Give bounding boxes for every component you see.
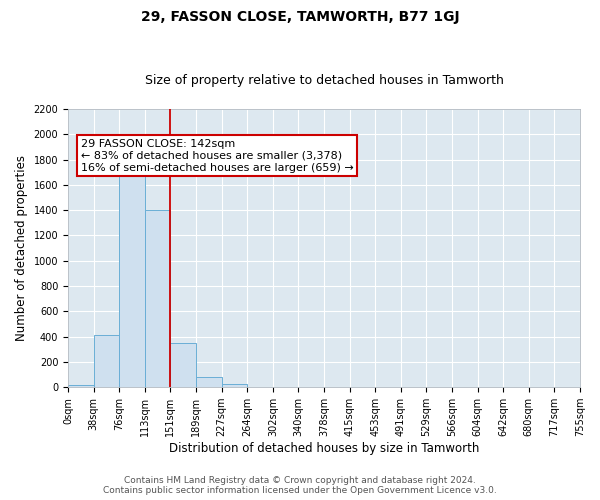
Title: Size of property relative to detached houses in Tamworth: Size of property relative to detached ho… <box>145 74 503 87</box>
Bar <box>221 384 247 387</box>
X-axis label: Distribution of detached houses by size in Tamworth: Distribution of detached houses by size … <box>169 442 479 455</box>
Bar <box>170 343 196 387</box>
Bar <box>119 158 145 387</box>
Y-axis label: Number of detached properties: Number of detached properties <box>15 155 28 341</box>
Text: 29 FASSON CLOSE: 142sqm
← 83% of detached houses are smaller (3,378)
16% of semi: 29 FASSON CLOSE: 142sqm ← 83% of detache… <box>81 140 353 172</box>
Text: Contains HM Land Registry data © Crown copyright and database right 2024.
Contai: Contains HM Land Registry data © Crown c… <box>103 476 497 495</box>
Text: 29, FASSON CLOSE, TAMWORTH, B77 1GJ: 29, FASSON CLOSE, TAMWORTH, B77 1GJ <box>140 10 460 24</box>
Bar <box>196 377 221 387</box>
Bar <box>145 210 170 387</box>
Bar <box>94 334 119 387</box>
Bar <box>68 386 94 387</box>
